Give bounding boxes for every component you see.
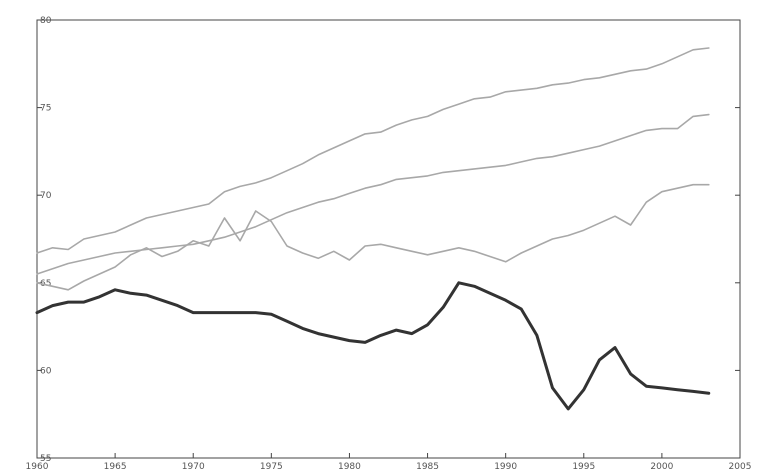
y-tick-label: 75	[40, 104, 51, 114]
plot-frame	[36, 19, 741, 459]
y-tick-label: 55	[40, 454, 51, 464]
x-tick-label: 1970	[182, 462, 205, 471]
x-tick-label: 1965	[104, 462, 127, 471]
axes	[36, 19, 741, 459]
series-lines	[35, 47, 711, 411]
x-tick-label: 1990	[494, 462, 517, 471]
series-line-3	[36, 183, 710, 291]
y-tick-label: 65	[40, 279, 51, 289]
x-axis-ticks: 1960 1965 1970 1975 1980 1985 1990 1995 2000 2005	[26, 453, 752, 471]
series-line-1	[36, 47, 710, 254]
series-line-4	[35, 281, 711, 411]
series-line-2	[36, 113, 710, 275]
x-tick-label: 1975	[260, 462, 283, 471]
x-tick-label: 1980	[338, 462, 361, 471]
y-tick-label: 70	[40, 191, 52, 201]
y-axis-ticks: 55 60 65 70 75 80	[37, 16, 740, 464]
x-tick-label: 2005	[729, 462, 752, 471]
y-tick-label: 80	[40, 16, 52, 26]
y-tick-label: 60	[40, 366, 52, 376]
x-tick-label: 2000	[650, 462, 673, 471]
x-tick-label: 1960	[26, 462, 49, 471]
x-tick-label: 1995	[572, 462, 595, 471]
x-tick-label: 1985	[416, 462, 439, 471]
